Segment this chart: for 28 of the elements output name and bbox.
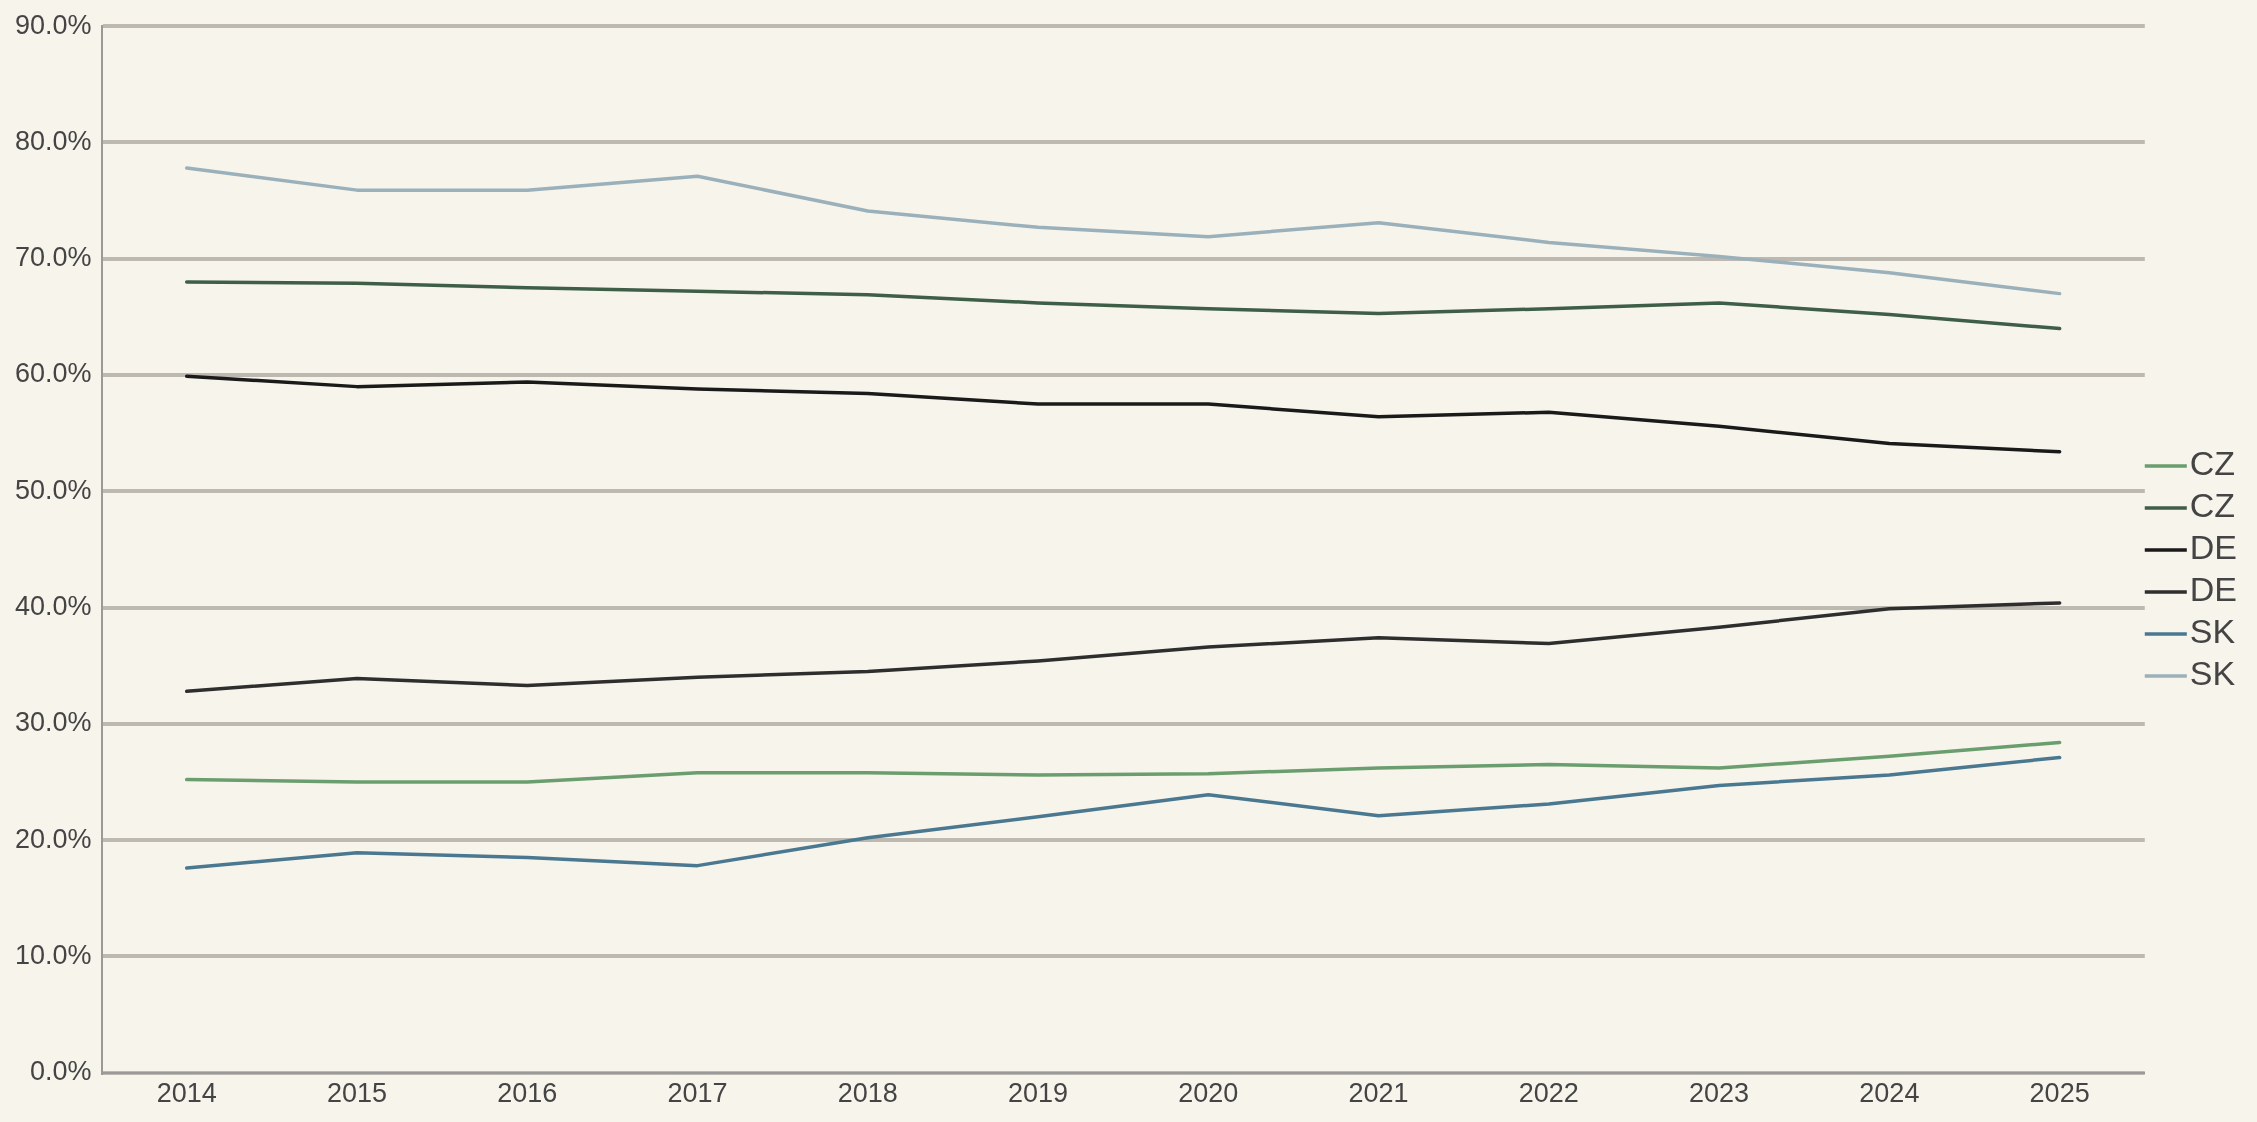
y-tick-label: 30.0%: [14, 707, 92, 738]
y-tick-label: 90.0%: [14, 9, 92, 40]
legend-label: DE: [2189, 570, 2237, 609]
y-tick-label: 40.0%: [14, 590, 92, 621]
y-tick-label: 80.0%: [14, 125, 92, 156]
legend-label: CZ: [2189, 486, 2236, 525]
legend-label: CZ: [2189, 444, 2236, 483]
x-tick-label: 2018: [837, 1078, 898, 1109]
legend-label: SK: [2189, 612, 2236, 651]
x-tick-label: 2017: [667, 1078, 728, 1109]
y-tick-label: 0.0%: [30, 1056, 92, 1087]
y-tick-label: 20.0%: [14, 823, 92, 854]
y-tick-label: 70.0%: [14, 242, 92, 273]
y-tick-label: 50.0%: [14, 474, 92, 505]
x-tick-label: 2024: [1859, 1078, 1920, 1109]
x-tick-label: 2022: [1518, 1078, 1579, 1109]
legend-label: DE: [2189, 528, 2237, 567]
x-tick-label: 2021: [1348, 1078, 1409, 1109]
x-tick-label: 2025: [2029, 1078, 2090, 1109]
x-tick-label: 2019: [1007, 1078, 1069, 1109]
y-tick-label: 10.0%: [14, 939, 92, 970]
x-tick-label: 2016: [497, 1078, 558, 1109]
x-tick-label: 2023: [1689, 1078, 1750, 1109]
y-tick-label: 60.0%: [14, 358, 92, 389]
x-tick-label: 2015: [326, 1078, 387, 1109]
x-tick-label: 2014: [156, 1078, 217, 1109]
x-tick-label: 2020: [1178, 1078, 1239, 1109]
legend-label: SK: [2189, 654, 2236, 693]
